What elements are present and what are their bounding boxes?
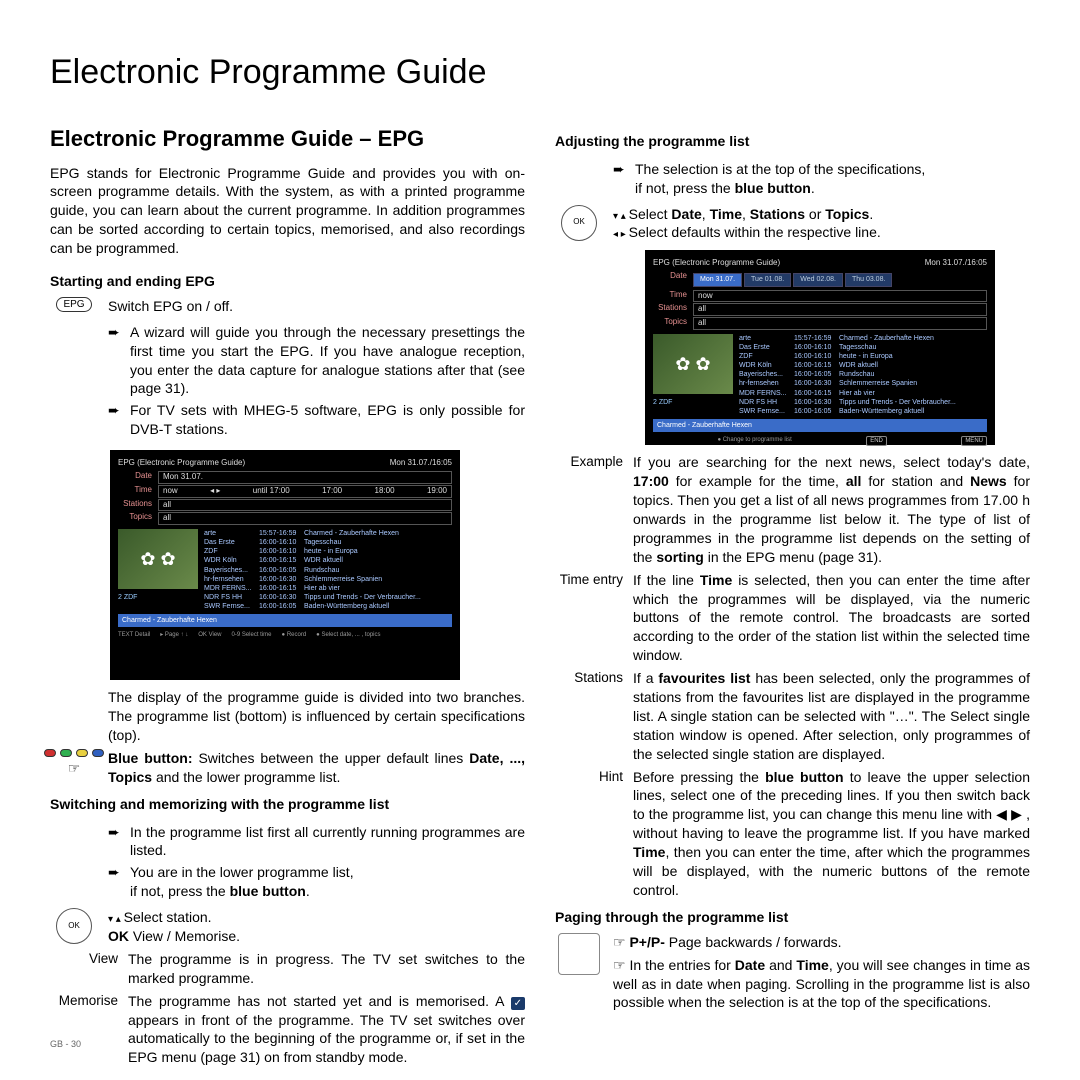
epg-screenshot-1: EPG (Electronic Programme Guide)Mon 31.0… <box>110 450 460 680</box>
bullet-lower-list: You are in the lower programme list,if n… <box>130 863 354 901</box>
left-column: Electronic Programme Guide – EPG EPG sta… <box>50 124 525 1071</box>
after-shot-text: The display of the programme guide is di… <box>108 688 525 745</box>
updown-icon: ▾ ▴ <box>108 914 124 925</box>
epg-button-icon: EPG <box>56 297 91 313</box>
arrow-icon: ➨ <box>613 160 627 198</box>
section-title: Electronic Programme Guide – EPG <box>50 124 525 154</box>
updown-icon: ▾ ▴ <box>613 211 629 222</box>
page-title: Electronic Programme Guide <box>50 50 1030 96</box>
paging-text: ☞ In the entries for Date and Time, you … <box>613 956 1030 1013</box>
ok-wheel-icon: OK <box>56 908 92 944</box>
hint-label: Hint <box>555 768 623 900</box>
select-dtst: Select Date, Time, Stations or Topics. <box>629 206 874 222</box>
color-buttons-icon <box>44 749 104 757</box>
subhead-paging: Paging through the programme list <box>555 908 1030 927</box>
select-station-text: Select station. <box>124 909 212 925</box>
memorise-label: Memorise <box>50 992 118 1068</box>
hand-icon: ☞ <box>68 759 81 778</box>
arrow-icon: ➨ <box>108 863 122 901</box>
preview-thumb-icon <box>118 529 198 589</box>
hint-text: Before pressing the blue button to leave… <box>633 768 1030 900</box>
epg-screenshot-2: EPG (Electronic Programme Guide)Mon 31.0… <box>645 250 995 445</box>
bullet-mheg: For TV sets with MHEG-5 software, EPG is… <box>130 401 525 439</box>
view-label: View <box>50 950 118 988</box>
bullet-selection-top: The selection is at the top of the speci… <box>635 160 925 198</box>
timeentry-text: If the line Time is selected, then you c… <box>633 571 1030 665</box>
intro-text: EPG stands for Electronic Programme Guid… <box>50 164 525 258</box>
remote-icon <box>558 933 600 975</box>
check-icon: ✓ <box>511 997 525 1011</box>
example-label: Example <box>555 453 623 566</box>
example-text: If you are searching for the next news, … <box>633 453 1030 566</box>
leftright-icon: ◂ ▸ <box>613 229 629 240</box>
stations-text: If a favourites list has been selected, … <box>633 669 1030 763</box>
page-number: GB - 30 <box>50 1038 81 1050</box>
preview-thumb-icon <box>653 334 733 394</box>
blue-button-text: Blue button: Switches between the upper … <box>108 749 525 787</box>
arrow-icon: ➨ <box>108 323 122 399</box>
subhead-switching: Switching and memorizing with the progra… <box>50 795 525 814</box>
bullet-wizard: A wizard will guide you through the nece… <box>130 323 525 399</box>
arrow-icon: ➨ <box>108 401 122 439</box>
stations-label: Stations <box>555 669 623 763</box>
arrow-icon: ➨ <box>108 823 122 861</box>
memorise-text: The programme has not started yet and is… <box>128 992 525 1068</box>
hand-icon: ☞ <box>613 957 630 973</box>
timeentry-label: Time entry <box>555 571 623 665</box>
subhead-adjusting: Adjusting the programme list <box>555 132 1030 151</box>
subhead-starting: Starting and ending EPG <box>50 272 525 291</box>
ok-wheel-icon: OK <box>561 205 597 241</box>
hand-icon: ☞ <box>613 934 629 950</box>
right-column: Adjusting the programme list ➨The select… <box>555 124 1030 1071</box>
select-defaults: Select defaults within the respective li… <box>629 224 881 240</box>
view-text: The programme is in progress. The TV set… <box>128 950 525 988</box>
bullet-list-running: In the programme list first all currentl… <box>130 823 525 861</box>
switch-epg-text: Switch EPG on / off. <box>108 297 525 316</box>
